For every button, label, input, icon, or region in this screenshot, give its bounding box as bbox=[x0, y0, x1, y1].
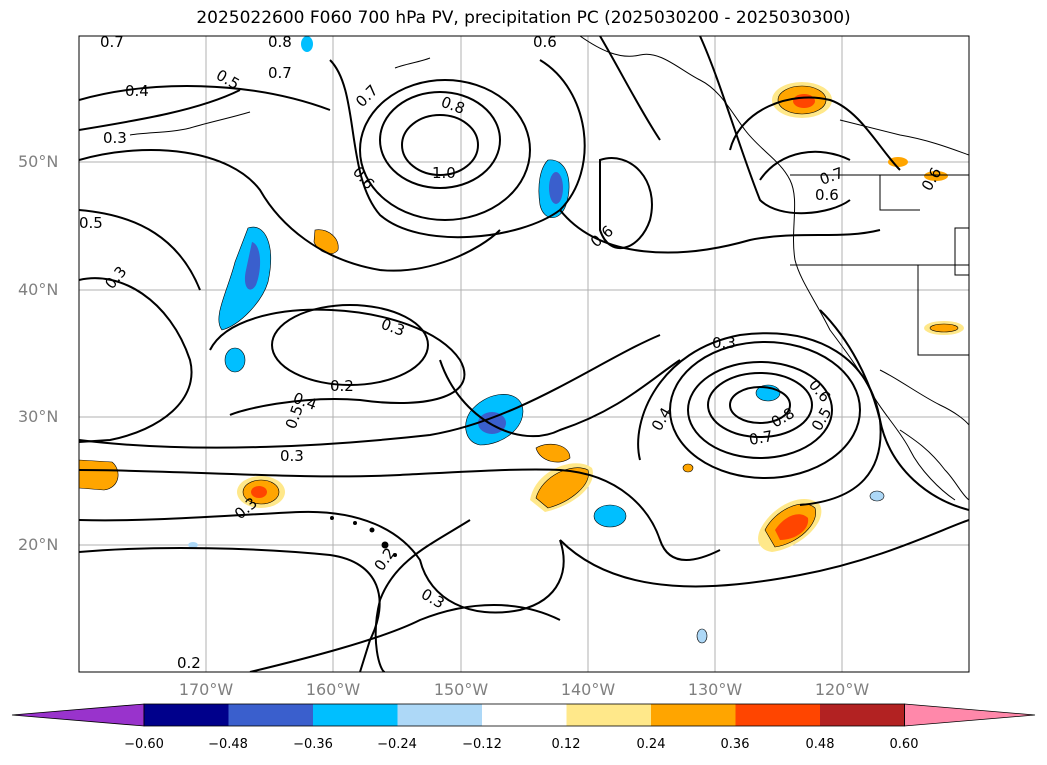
colorbar-segment bbox=[313, 704, 398, 726]
contour-label: 0.7 bbox=[748, 427, 775, 449]
lon-label: 140°W bbox=[560, 680, 616, 699]
contour-label: 0.3 bbox=[712, 334, 736, 352]
pv-contours bbox=[79, 36, 969, 672]
colorbar-segment bbox=[651, 704, 736, 726]
lat-label: 50°N bbox=[18, 152, 59, 171]
lon-label: 160°W bbox=[305, 680, 361, 699]
colorbar-segment bbox=[482, 704, 567, 726]
contour-label: 0.8 bbox=[268, 33, 292, 51]
colorbar-segment bbox=[397, 704, 483, 726]
colorbar-tick: −0.12 bbox=[462, 737, 502, 752]
contour-label: 0.6 bbox=[533, 33, 557, 51]
lon-label: 150°W bbox=[433, 680, 489, 699]
contour-label: 0.2 bbox=[177, 654, 201, 672]
lat-label: 20°N bbox=[18, 535, 59, 554]
coastlines bbox=[129, 36, 969, 501]
precip-shading bbox=[79, 36, 964, 644]
colorbar-segment bbox=[820, 704, 905, 726]
lat-label: 40°N bbox=[18, 280, 59, 299]
contour-label: 0.5 bbox=[79, 214, 103, 232]
colorbar-segment bbox=[566, 704, 652, 726]
colorbar-segment bbox=[228, 704, 314, 726]
colorbar-tick: 0.36 bbox=[720, 737, 750, 752]
contour-label: 0.2 bbox=[330, 377, 354, 395]
lon-label: 130°W bbox=[687, 680, 743, 699]
map-title: 2025022600 F060 700 hPa PV, precipitatio… bbox=[196, 8, 851, 28]
contour-label: 0.7 bbox=[268, 64, 292, 82]
colorbar-tick: 0.12 bbox=[551, 737, 581, 752]
lon-label: 120°W bbox=[814, 680, 870, 699]
contour-label: 0.3 bbox=[280, 447, 304, 465]
contour-label: 0.7 bbox=[100, 33, 124, 51]
contour-label: 0.4 bbox=[125, 82, 149, 100]
colorbar-extend-right bbox=[904, 703, 1036, 727]
contour-label: 0.6 bbox=[815, 186, 839, 204]
contour-label: 1.0 bbox=[432, 164, 456, 182]
lat-label: 30°N bbox=[18, 407, 59, 426]
colorbar-tick: 0.24 bbox=[636, 737, 666, 752]
colorbar-tick: −0.24 bbox=[377, 737, 417, 752]
pv-precip-map: 0.7 0.8 0.6 0.5 0.4 0.7 0.3 0.7 0.8 1.0 … bbox=[78, 33, 970, 673]
colorbar-tick: −0.60 bbox=[124, 737, 164, 752]
colorbar-extend-left bbox=[11, 703, 145, 727]
colorbar-tick: 0.48 bbox=[805, 737, 835, 752]
colorbar-tick: −0.36 bbox=[293, 737, 333, 752]
lon-label: 170°W bbox=[178, 680, 234, 699]
colorbar-tick: 0.60 bbox=[889, 737, 919, 752]
colorbar-tick: −0.48 bbox=[208, 737, 248, 752]
contour-label: 0.3 bbox=[103, 129, 127, 147]
hawaii-islands bbox=[330, 516, 397, 557]
colorbar-segment bbox=[144, 704, 229, 726]
colorbar-segment bbox=[735, 704, 821, 726]
colorbar-outline bbox=[143, 703, 905, 727]
